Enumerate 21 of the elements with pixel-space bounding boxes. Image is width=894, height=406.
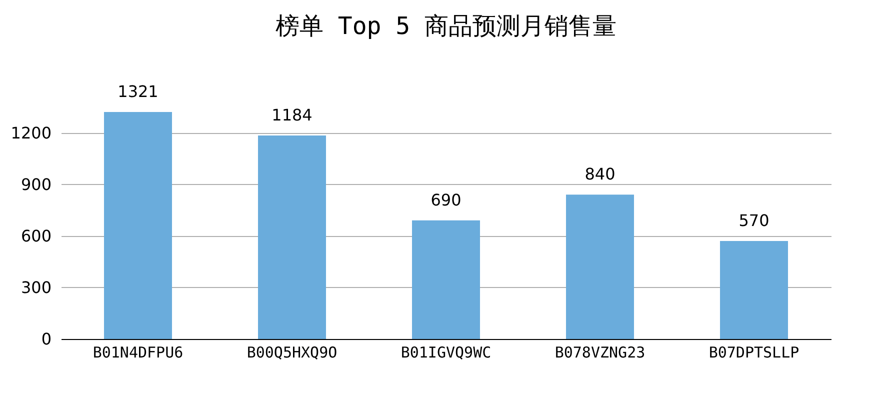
y-tick-label: 300 [20,278,52,297]
bar [104,112,172,339]
y-tick-label: 1200 [10,123,52,142]
y-tick-label: 900 [20,174,52,194]
data-label: 1184 [272,106,312,125]
x-tick-label: B00Q5HXQ9O [246,344,338,362]
y-tick-label: 600 [20,226,52,246]
data-label: 1321 [118,82,158,101]
bar [258,136,326,339]
x-tick-label: B07DPTSLLP [708,344,800,362]
y-tick-label: 0 [41,330,52,348]
data-label: 690 [430,190,462,210]
data-label: 840 [584,164,616,184]
x-tick-label: B01N4DFPU6 [92,344,184,362]
x-tick-label: B01IGVQ9WC [400,344,492,362]
x-tick-label: B078VZNG23 [554,344,646,362]
bar [720,241,788,339]
bar [412,220,480,339]
data-label: 570 [738,211,770,230]
bar [566,194,634,339]
chart-title: 榜单 Top 5 商品预测月销售量 [275,12,617,40]
